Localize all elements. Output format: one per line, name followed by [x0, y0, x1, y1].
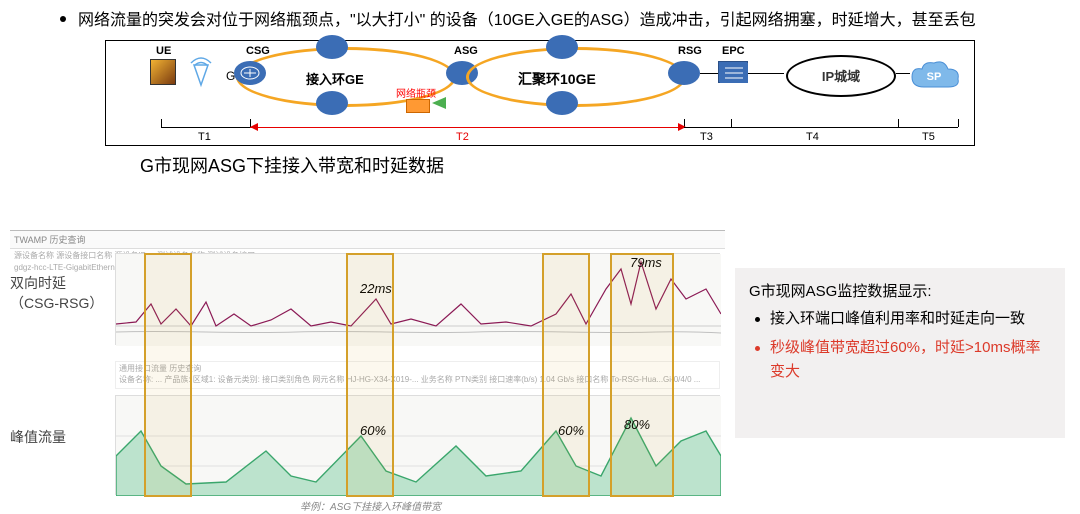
access-ring-label: 接入环GE	[306, 69, 364, 88]
ring2-bottom-node	[546, 91, 578, 115]
green-arrow	[432, 97, 446, 109]
rp-item1-text: 接入环端口峰值利用率和时延走向一致	[770, 307, 1025, 331]
ring1-bottom-node	[316, 91, 348, 115]
rp-item2-text: 秒级峰值带宽超过60%，时延>10ms概率变大	[770, 336, 1051, 384]
right-summary-panel: G市现网ASG监控数据显示: 接入环端口峰值利用率和时延走向一致 秒级峰值带宽超…	[735, 268, 1065, 438]
agg-ring-label: 汇聚环10GE	[518, 69, 596, 89]
bottleneck-label: 网络瓶颈	[396, 85, 436, 100]
bullet-text: 网络流量的突发会对位于网络瓶颈点，"以大打小" 的设备（10GE入GE的ASG）…	[78, 8, 976, 34]
csg-node	[234, 61, 266, 85]
ue-label: UE	[156, 45, 171, 57]
chart-zone: TWAMP 历史查询 源设备名称 源设备接口名称 源设备IP ... 测试设备名…	[10, 230, 725, 510]
bottleneck-box	[406, 99, 430, 113]
t5-label: T5	[922, 131, 935, 143]
sp-cloud: SP	[906, 57, 964, 100]
rsg-label: RSG	[678, 45, 702, 57]
asg-label: ASG	[454, 45, 478, 57]
highlight-3	[542, 253, 590, 497]
ring2-top-node	[546, 35, 578, 59]
t4-label: T4	[806, 131, 819, 143]
t2-label: T2	[456, 131, 469, 143]
intro-bullet: 网络流量的突发会对位于网络瓶颈点，"以大打小" 的设备（10GE入GE的ASG）…	[0, 0, 1080, 34]
epc-icon	[718, 61, 748, 83]
highlight-4	[610, 253, 674, 497]
epc-label: EPC	[722, 45, 745, 57]
t2-arrowtail	[250, 123, 258, 131]
svg-text:SP: SP	[927, 71, 942, 83]
t1-line	[161, 127, 250, 128]
t5-line	[898, 127, 958, 128]
t3-label: T3	[700, 131, 713, 143]
t4-line	[731, 127, 898, 128]
rp-item-1: 接入环端口峰值利用率和时延走向一致	[749, 307, 1051, 331]
chart2-ylabel: 峰值流量	[10, 427, 110, 447]
bullet-dot	[60, 16, 66, 22]
topology-diagram: UE GE 接入环GE CSG ASG 汇聚环10GE RSG EPC IP城域…	[105, 40, 975, 146]
rp-dot-1	[755, 317, 760, 322]
t2-line	[250, 127, 684, 128]
ip-domain-ellipse: IP城域	[786, 55, 896, 97]
ip-domain-label: IP城域	[822, 66, 860, 85]
rsg-epc-link	[700, 73, 718, 74]
section-title: G市现网ASG下挂接入带宽和时延数据	[140, 152, 1080, 178]
example-caption: 举例：ASG下挂接入环峰值带宽	[300, 498, 441, 513]
rp-title: G市现网ASG监控数据显示:	[749, 280, 1051, 301]
ue-icon	[150, 59, 176, 85]
rsg-node	[668, 61, 700, 85]
rp-dot-2	[755, 346, 760, 351]
epc-ip-link	[748, 73, 784, 74]
chart1-ylabel: 双向时延（CSG-RSG）	[10, 273, 110, 313]
csg-label: CSG	[246, 45, 270, 57]
t3-line	[684, 127, 731, 128]
tower-icon	[186, 55, 216, 92]
rp-item-2: 秒级峰值带宽超过60%，时延>10ms概率变大	[749, 336, 1051, 384]
chart1-header: TWAMP 历史查询	[10, 231, 725, 249]
highlight-2	[346, 253, 394, 497]
ring1-top-node	[316, 35, 348, 59]
highlight-1	[144, 253, 192, 497]
t1-label: T1	[198, 131, 211, 143]
